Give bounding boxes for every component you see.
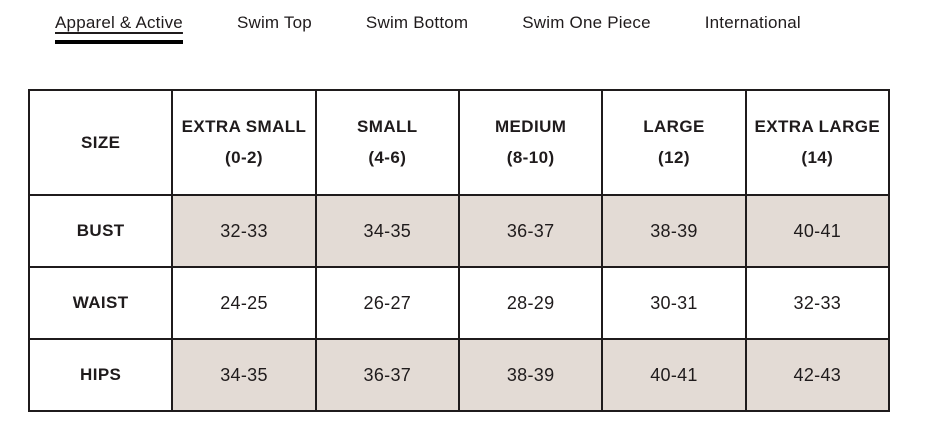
tab-apparel-active[interactable]: Apparel & Active <box>55 13 183 44</box>
column-header-extra-large: EXTRA LARGE (14) <box>744 89 891 196</box>
cell-waist-large: 30-31 <box>601 266 747 340</box>
cell-hips-small: 36-37 <box>314 338 460 412</box>
size-chart-table: SIZE EXTRA SMALL (0-2) SMALL (4-6) MEDIU… <box>27 89 891 412</box>
column-header-label: MEDIUM <box>494 117 567 136</box>
row-label-hips: HIPS <box>27 338 174 412</box>
column-header-label: EXTRA SMALL <box>181 117 307 136</box>
tab-swim-top[interactable]: Swim Top <box>236 13 312 32</box>
cell-bust-extra-small: 32-33 <box>171 194 317 268</box>
column-header-range: (14) <box>801 148 834 167</box>
cell-bust-large: 38-39 <box>601 194 747 268</box>
cell-waist-medium: 28-29 <box>457 266 604 340</box>
cell-bust-small: 34-35 <box>314 194 460 268</box>
column-header-label: EXTRA LARGE <box>754 117 881 136</box>
row-label-bust: BUST <box>27 194 174 268</box>
size-chart-tab-bar: Apparel & Active Swim Top Swim Bottom Sw… <box>0 0 927 44</box>
cell-waist-extra-small: 24-25 <box>171 266 317 340</box>
column-header-range: (4-6) <box>368 148 407 167</box>
column-header-label: LARGE <box>643 117 705 136</box>
column-header-range: (8-10) <box>506 148 555 167</box>
column-header-size: SIZE <box>27 89 174 196</box>
cell-hips-extra-small: 34-35 <box>171 338 317 412</box>
table-row-waist: WAIST 24-25 26-27 28-29 30-31 32-33 <box>27 266 891 340</box>
column-header-label: SIZE <box>80 132 121 152</box>
column-header-large: LARGE (12) <box>601 89 747 196</box>
column-header-label: SMALL <box>357 117 418 136</box>
row-label-waist: WAIST <box>27 266 174 340</box>
tab-international[interactable]: International <box>704 13 801 32</box>
cell-hips-large: 40-41 <box>601 338 747 412</box>
column-header-extra-small: EXTRA SMALL (0-2) <box>171 89 317 196</box>
header-row: SIZE EXTRA SMALL (0-2) SMALL (4-6) MEDIU… <box>27 89 891 196</box>
cell-hips-extra-large: 42-43 <box>744 338 891 412</box>
table-row-hips: HIPS 34-35 36-37 38-39 40-41 42-43 <box>27 338 891 412</box>
cell-waist-extra-large: 32-33 <box>744 266 891 340</box>
column-header-range: (12) <box>658 148 690 167</box>
cell-waist-small: 26-27 <box>314 266 460 340</box>
cell-bust-extra-large: 40-41 <box>744 194 891 268</box>
cell-hips-medium: 38-39 <box>457 338 604 412</box>
tab-swim-one-piece[interactable]: Swim One Piece <box>522 13 651 32</box>
column-header-medium: MEDIUM (8-10) <box>457 89 604 196</box>
cell-bust-medium: 36-37 <box>457 194 604 268</box>
tab-swim-bottom[interactable]: Swim Bottom <box>365 13 469 32</box>
column-header-small: SMALL (4-6) <box>314 89 460 196</box>
table-row-bust: BUST 32-33 34-35 36-37 38-39 40-41 <box>27 194 891 268</box>
column-header-range: (0-2) <box>225 148 263 167</box>
